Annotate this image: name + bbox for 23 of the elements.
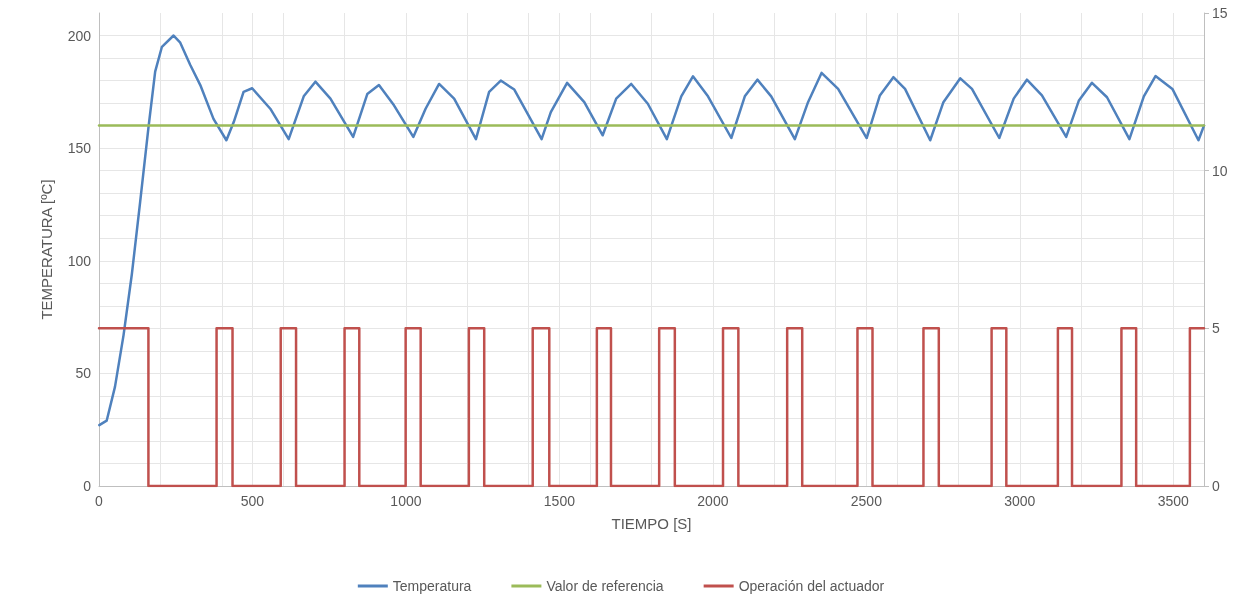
legend-label: Valor de referencia [546, 578, 664, 594]
y2-tick-label: 15 [1212, 5, 1228, 21]
y2-tick-label: 5 [1212, 320, 1220, 337]
y-tick-label: 150 [67, 140, 92, 157]
x-tick-label: 500 [240, 493, 265, 509]
x-tick-label: 2000 [697, 493, 729, 509]
legend-label: Operación del actuador [738, 578, 885, 594]
y-axis-title: TEMPERATURA [ºC] [38, 179, 55, 320]
x-tick-label: 1500 [543, 493, 576, 509]
y-tick-label: 50 [75, 365, 92, 382]
y2-tick-label: 10 [1212, 162, 1228, 179]
legend-label: Temperatura [392, 578, 472, 594]
y-tick-label: 200 [67, 27, 92, 44]
x-tick-label: 0 [95, 493, 104, 509]
y-tick-label: 100 [67, 252, 92, 269]
x-tick-label: 1000 [390, 493, 422, 509]
x-tick-label: 3500 [1157, 493, 1190, 509]
y2-tick-label: 0 [1212, 478, 1220, 494]
line-series [98, 34, 1206, 427]
y-tick-label: 0 [83, 478, 92, 494]
x-axis-title: TIEMPO [S] [611, 515, 692, 532]
x-tick-label: 3000 [1004, 493, 1036, 509]
x-tick-label: 2500 [850, 493, 883, 509]
